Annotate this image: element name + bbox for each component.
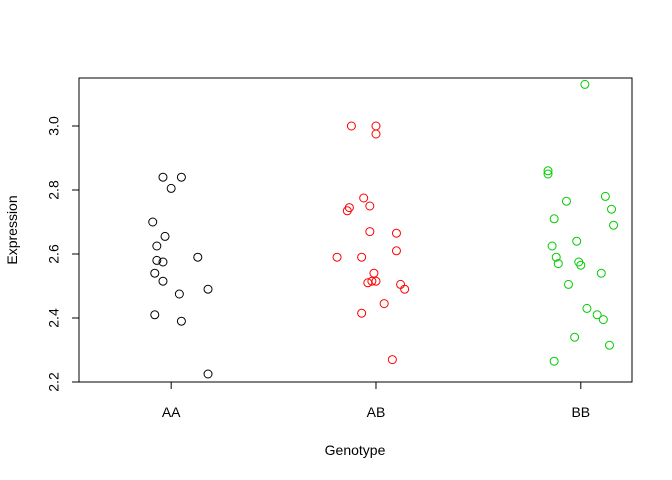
x-tick-label: BB	[571, 404, 590, 420]
data-point	[543, 166, 553, 176]
data-point	[158, 257, 168, 267]
x-axis-title: Genotype	[325, 442, 386, 458]
data-point	[549, 214, 559, 224]
data-point	[553, 259, 563, 269]
data-point	[400, 284, 410, 294]
data-point	[160, 231, 170, 241]
data-point	[564, 279, 574, 289]
y-tick-label: 2.6	[46, 244, 62, 264]
y-tick-label: 2.2	[46, 372, 62, 392]
data-point	[174, 289, 184, 299]
data-point	[572, 236, 582, 246]
data-point	[396, 279, 406, 289]
data-point	[576, 260, 586, 270]
data-point	[369, 268, 379, 278]
y-tick-label: 2.4	[46, 308, 62, 328]
x-tick-label: AB	[367, 404, 386, 420]
data-point	[152, 255, 162, 265]
plot-frame	[78, 77, 633, 383]
data-point	[365, 201, 375, 211]
data-point	[391, 228, 401, 238]
data-point	[391, 246, 401, 256]
data-point	[203, 369, 213, 379]
y-axis: 2.2 2.4 2.6 2.8 3.0	[46, 116, 80, 392]
data-point	[596, 268, 606, 278]
data-point	[371, 121, 381, 131]
data-point	[561, 196, 571, 206]
data-points	[148, 79, 619, 379]
data-point	[582, 303, 592, 313]
y-axis-title: Expression	[4, 195, 20, 264]
data-point	[357, 308, 367, 318]
data-point	[152, 241, 162, 251]
y-tick-label: 2.8	[46, 180, 62, 200]
data-point	[150, 310, 160, 320]
data-point	[547, 241, 557, 251]
y-tick-label: 3.0	[46, 116, 62, 136]
data-point	[148, 217, 158, 227]
data-point	[367, 276, 377, 286]
data-point	[363, 278, 373, 288]
data-point	[150, 268, 160, 278]
data-point	[549, 356, 559, 366]
data-point	[598, 315, 608, 325]
data-point	[346, 121, 356, 131]
data-point	[371, 129, 381, 139]
data-point	[570, 332, 580, 342]
data-point	[551, 252, 561, 262]
data-point	[543, 169, 553, 179]
data-point	[609, 220, 619, 230]
data-point	[379, 299, 389, 309]
data-point	[166, 183, 176, 193]
data-point	[193, 252, 203, 262]
data-point	[600, 191, 610, 201]
data-point	[387, 355, 397, 365]
data-point	[357, 252, 367, 262]
data-point	[332, 252, 342, 262]
data-point	[592, 310, 602, 320]
data-point	[365, 227, 375, 237]
data-point	[158, 172, 168, 182]
data-point	[604, 340, 614, 350]
x-tick-label: AA	[162, 404, 181, 420]
data-point	[176, 172, 186, 182]
data-point	[607, 204, 617, 214]
data-point	[176, 316, 186, 326]
data-point	[580, 79, 590, 89]
data-point	[359, 193, 369, 203]
data-point	[203, 284, 213, 294]
data-point	[342, 206, 352, 216]
x-axis: AA AB BB	[162, 382, 590, 420]
data-point	[158, 276, 168, 286]
